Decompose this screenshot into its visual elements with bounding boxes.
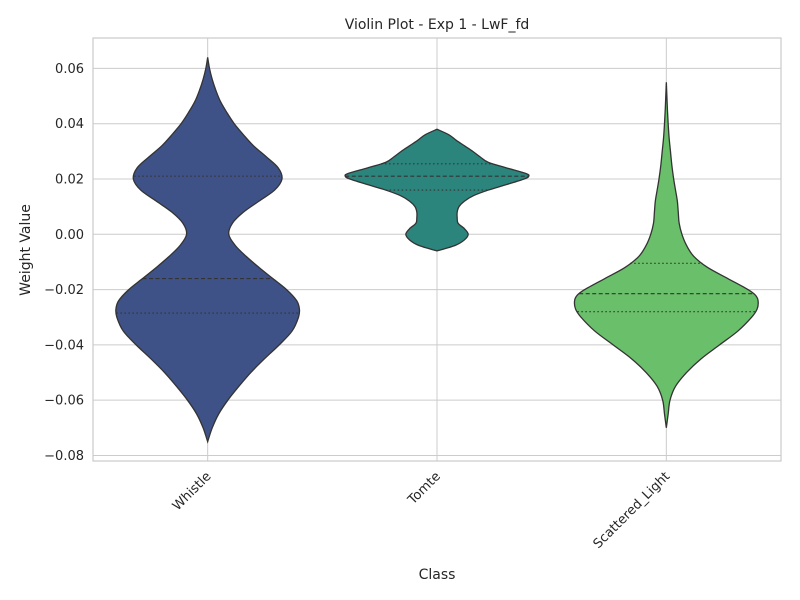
x-tick-label: Tomte: [405, 469, 444, 508]
y-axis-label: Weight Value: [18, 204, 34, 296]
chart-title: Violin Plot - Exp 1 - LwF_fd: [345, 17, 530, 33]
y-tick-label: 0.00: [55, 228, 84, 243]
y-tick-label: 0.04: [55, 117, 84, 132]
x-tick-label: Whistle: [170, 469, 215, 514]
y-tick-label: −0.08: [44, 449, 84, 464]
y-tick-label: 0.06: [55, 62, 84, 77]
y-tick-label: −0.06: [44, 394, 84, 409]
y-tick-label: 0.02: [55, 173, 84, 188]
violins: [115, 57, 759, 444]
x-axis-label: Class: [419, 567, 456, 583]
violin-scattered-light: [573, 82, 759, 428]
x-tick-labels: Whistle Tomte Scattered_Light: [170, 469, 673, 552]
violin-body: [115, 57, 301, 444]
y-tick-labels: −0.08 −0.06 −0.04 −0.02 0.00 0.02 0.04 0.06: [44, 62, 84, 464]
violin-body: [573, 82, 759, 428]
violin-whistle: [115, 57, 301, 444]
x-tick-label: Scattered_Light: [591, 469, 674, 552]
y-tick-label: −0.04: [44, 338, 84, 353]
violin-tomte: [344, 128, 530, 252]
plot-frame: [92, 37, 782, 462]
violin-body: [344, 128, 530, 252]
y-tick-label: −0.02: [44, 283, 84, 298]
